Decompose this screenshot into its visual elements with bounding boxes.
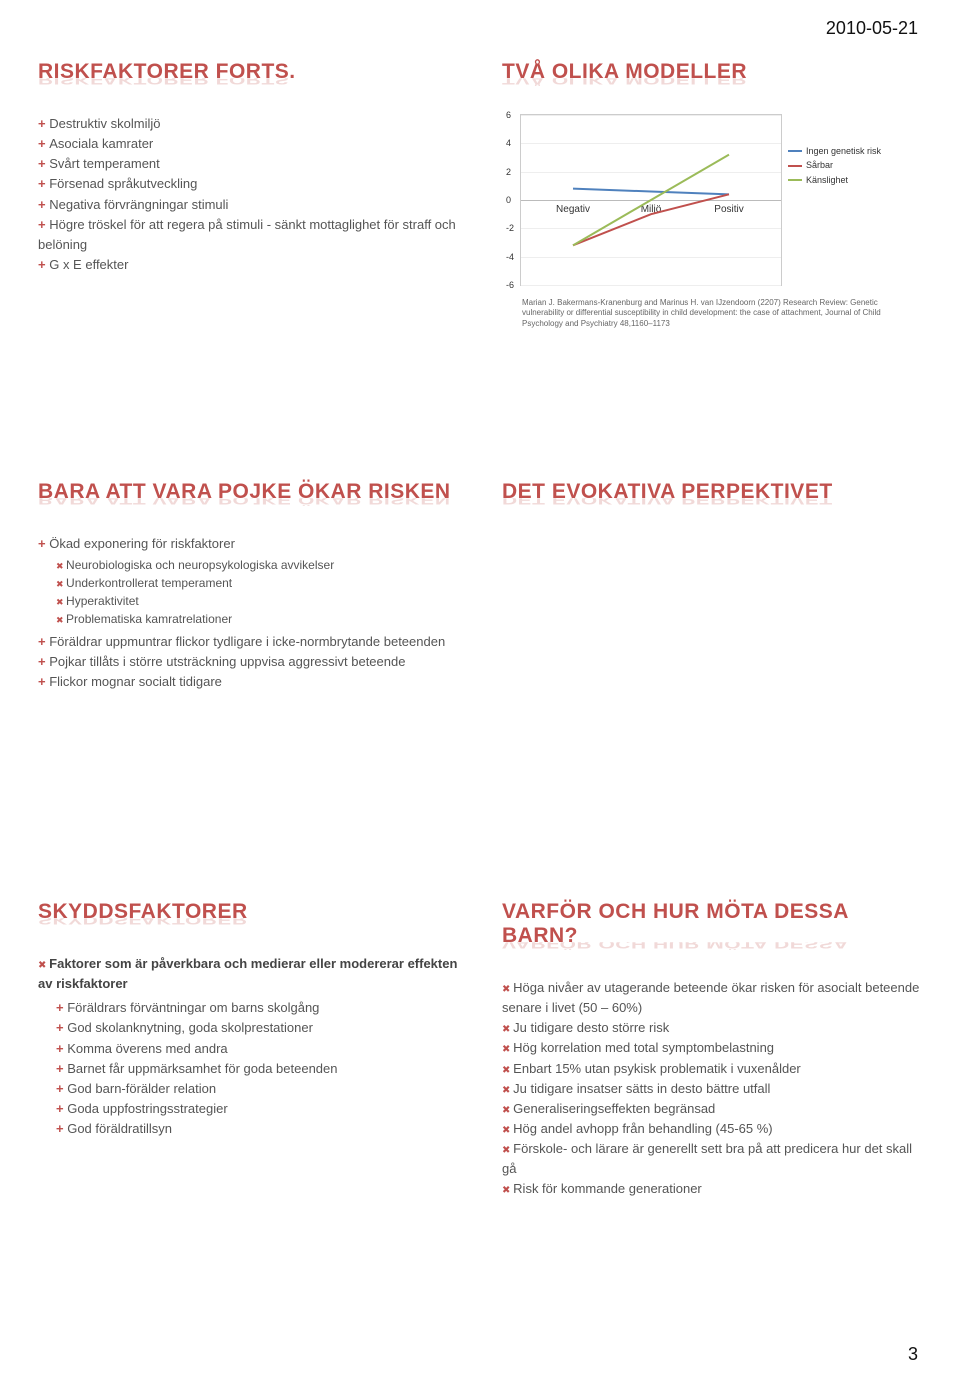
list-item: Goda uppfostringsstrategier (56, 1099, 458, 1119)
slide-evokativa-perspektivet: DET EVOKATIVA PERPEKTIVET DET EVOKATIVA … (502, 480, 922, 780)
date-label: 2010-05-21 (826, 18, 918, 39)
citation-text: Marian J. Bakermans-Kranenburg and Marin… (502, 298, 922, 329)
list-item: Enbart 15% utan psykisk problematik i vu… (502, 1059, 922, 1079)
chart-legend: Ingen genetisk riskSårbarKänslighet (788, 114, 881, 187)
list-item: Svårt temperament (38, 154, 458, 174)
slide-skyddsfaktorer: SKYDDSFAKTORER SKYDDSFAKTORER Faktorer s… (38, 900, 458, 1200)
slide5-title-reflection: SKYDDSFAKTORER (38, 918, 458, 926)
sub-item: Hyperaktivitet (56, 592, 458, 610)
chart-area: -6-4-20246NegativMiljöPositiv (520, 114, 782, 286)
list-item: Hög andel avhopp från behandling (45-65 … (502, 1119, 922, 1139)
list-item: Förskole- och lärare är generellt sett b… (502, 1139, 922, 1179)
list-item: Hög korrelation med total symptombelastn… (502, 1038, 922, 1058)
slide3-title-reflection: BARA ATT VARA POJKE ÖKAR RISKEN (38, 498, 458, 506)
list-item: Generaliseringseffekten begränsad (502, 1099, 922, 1119)
slide-riskfaktorer: RISKFAKTORER FORTS. RISKFAKTORER FORTS. … (38, 60, 458, 360)
list-item: Pojkar tillåts i större utsträckning upp… (38, 652, 458, 672)
list-item: Negativa förvrängningar stimuli (38, 195, 458, 215)
sub-item: Problematiska kamratrelationer (56, 610, 458, 628)
slide6-title-reflection: VARFÖR OCH HUR MÖTA DESSA BARN? (502, 942, 922, 950)
lead-text: Faktorer som är påverkbara och medierar … (38, 956, 457, 991)
slide-varfor-och-hur: VARFÖR OCH HUR MÖTA DESSA BARN? VARFÖR O… (502, 900, 922, 1200)
list-item: God skolanknytning, goda skolprestatione… (56, 1018, 458, 1038)
slide-bara-att-vara-pojke: BARA ATT VARA POJKE ÖKAR RISKEN BARA ATT… (38, 480, 458, 780)
list-item: G x E effekter (38, 255, 458, 275)
list-item: Barnet får uppmärksamhet för goda beteen… (56, 1059, 458, 1079)
slide6-title: VARFÖR OCH HUR MÖTA DESSA BARN? (502, 900, 922, 948)
list-item: Ju tidigare insatser sätts in desto bätt… (502, 1079, 922, 1099)
slide4-title-reflection: DET EVOKATIVA PERPEKTIVET (502, 498, 922, 506)
list-item: Föräldrars förväntningar om barns skolgå… (56, 998, 458, 1018)
slide2-title-reflection: TVÅ OLIKA MODELLER (502, 78, 922, 86)
list-item: Ju tidigare desto större risk (502, 1018, 922, 1038)
slide-tva-olika-modeller: TVÅ OLIKA MODELLER TVÅ OLIKA MODELLER -6… (502, 60, 922, 360)
list-item: Asociala kamrater (38, 134, 458, 154)
list-item: Komma överens med andra (56, 1039, 458, 1059)
sub-item: Underkontrollerat temperament (56, 574, 458, 592)
list-item: Försenad språkutveckling (38, 174, 458, 194)
lead-item: Faktorer som är påverkbara och medierar … (38, 954, 458, 1139)
slide1-title-reflection: RISKFAKTORER FORTS. (38, 78, 458, 86)
list-item: Höga nivåer av utagerande beteende ökar … (502, 978, 922, 1018)
sub-item: Neurobiologiska och neuropsykologiska av… (56, 556, 458, 574)
list-item: Destruktiv skolmiljö (38, 114, 458, 134)
list-item: Ökad exponering för riskfaktorer Neurobi… (38, 534, 458, 628)
page-number: 3 (908, 1344, 918, 1365)
list-item: Risk för kommande generationer (502, 1179, 922, 1199)
list-item: Högre tröskel för att regera på stimuli … (38, 215, 458, 255)
list-item: God föräldratillsyn (56, 1119, 458, 1139)
list-item: God barn-förälder relation (56, 1079, 458, 1099)
list-item-text: Ökad exponering för riskfaktorer (49, 536, 235, 551)
list-item: Föräldrar uppmuntrar flickor tydligare i… (38, 632, 458, 652)
list-item: Flickor mognar socialt tidigare (38, 672, 458, 692)
